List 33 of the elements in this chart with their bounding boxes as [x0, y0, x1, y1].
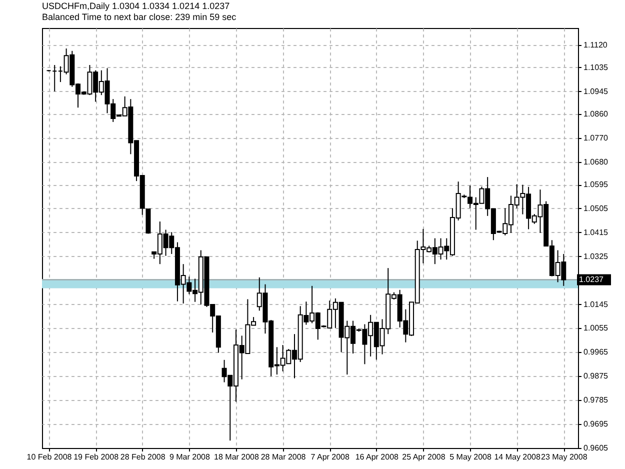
x-tick-label: 19 Feb 2008: [74, 452, 120, 462]
x-tick-label: 10 Feb 2008: [26, 452, 72, 462]
y-tick-label: 1.1120: [584, 40, 608, 50]
y-tick-label: 0.9875: [584, 372, 609, 381]
y-tick-label: 0.9965: [584, 348, 609, 357]
x-tick-label: 28 Mar 2008: [260, 452, 306, 462]
y-tick-label: 1.0680: [584, 157, 609, 166]
x-tick-label: 7 Apr 2008: [310, 452, 350, 462]
y-tick-label: 0.9785: [584, 396, 609, 405]
x-tick-label: 14 May 2008: [494, 452, 542, 462]
y-tick-label: 0.9605: [584, 444, 609, 452]
y-tick-label: 1.0770: [584, 133, 609, 142]
x-tick-label: 23 May 2008: [541, 452, 588, 462]
y-tick-label: 1.1035: [584, 62, 609, 72]
y-tick-label: 1.0505: [584, 204, 609, 213]
y-tick-label: 1.0945: [584, 86, 609, 96]
y-tick-label: 1.0055: [584, 324, 609, 333]
x-tick-label: 16 Apr 2008: [355, 452, 400, 462]
chart-subtitle: Balanced Time to next bar close: 239 min 59 sec: [42, 12, 237, 22]
x-tick-label: 28 Feb 2008: [120, 452, 166, 462]
y-tick-label: 0.9695: [584, 420, 609, 429]
x-tick-label: 25 Apr 2008: [402, 452, 446, 462]
x-tick-label: 18 Mar 2008: [214, 452, 260, 462]
chart-title: USDCHFm,Daily 1.0304 1.0334 1.0214 1.0237: [42, 1, 230, 11]
y-tick-label: 1.0595: [584, 180, 609, 189]
y-tick-label: 1.0145: [584, 300, 609, 309]
x-tick-label: 5 May 2008: [450, 452, 492, 462]
y-tick-label: 1.0415: [584, 228, 609, 237]
x-tick-label: 9 Mar 2008: [169, 452, 210, 462]
y-tick-label: 1.0860: [584, 109, 609, 118]
candlestick: [146, 208, 151, 234]
ref-line-label: 1.0237: [579, 274, 604, 284]
y-tick-label: 1.0325: [584, 252, 609, 261]
